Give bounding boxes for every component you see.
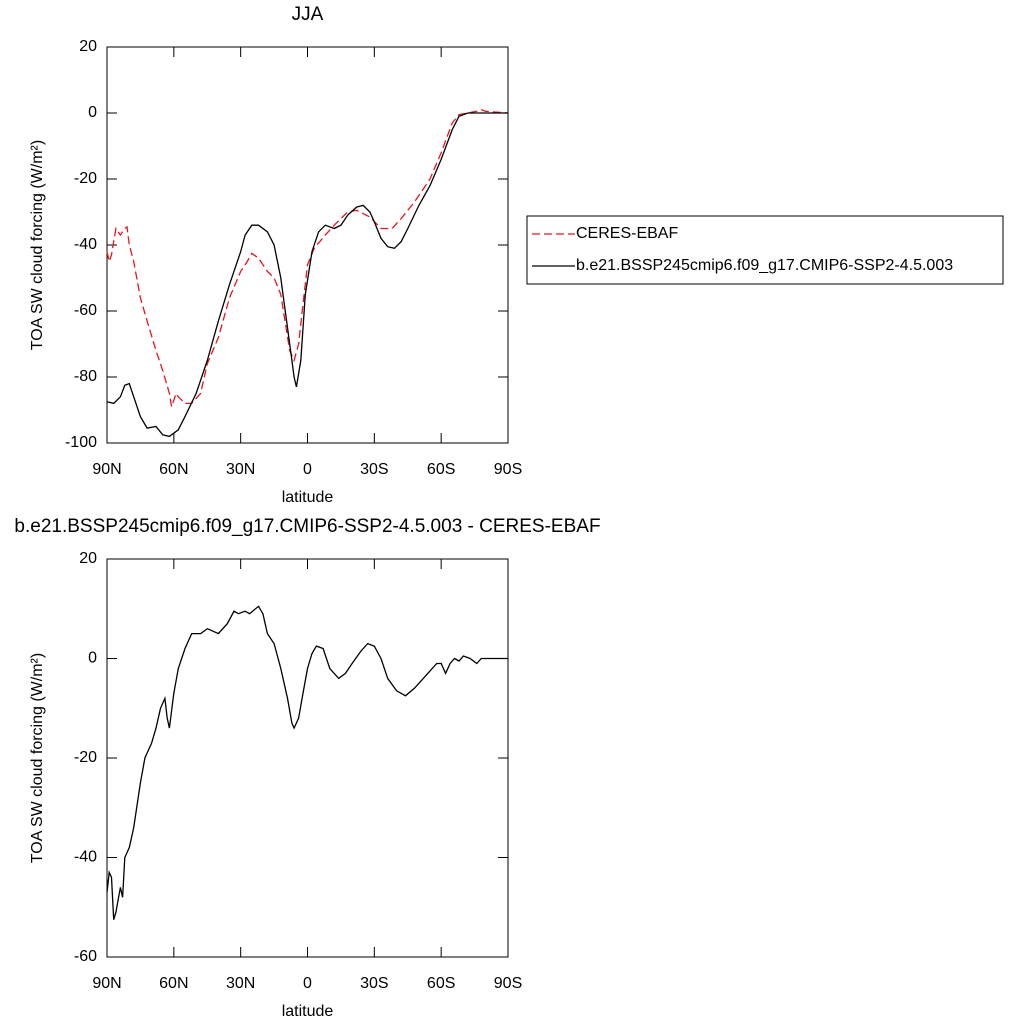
y-tick-label: 0	[88, 104, 97, 121]
x-tick-label: 90N	[92, 461, 121, 478]
x-tick-label: 90S	[494, 461, 522, 478]
x-tick-label: 60S	[427, 461, 455, 478]
x-tick-label: 90N	[92, 975, 121, 992]
y-tick-label: -40	[74, 849, 97, 866]
y-tick-label: -80	[74, 368, 97, 385]
x-axis-label: latitude	[282, 1003, 334, 1020]
legend-label: b.e21.BSSP245cmip6.f09_g17.CMIP6-SSP2-4.…	[576, 257, 953, 274]
x-tick-label: 60N	[159, 975, 188, 992]
y-axis-label: TOA SW cloud forcing (W/m²)	[29, 653, 46, 863]
y-tick-label: -20	[74, 170, 97, 187]
x-tick-label: 30N	[226, 461, 255, 478]
x-tick-label: 0	[303, 975, 312, 992]
chart-title: b.e21.BSSP245cmip6.f09_g17.CMIP6-SSP2-4.…	[14, 516, 600, 537]
y-axis-label: TOA SW cloud forcing (W/m²)	[29, 140, 46, 350]
x-tick-label: 60S	[427, 975, 455, 992]
legend-box	[526, 215, 1004, 285]
data-line	[106, 605, 508, 920]
y-tick-label: -100	[65, 434, 97, 451]
data-line	[106, 109, 509, 407]
y-tick-label: -60	[74, 302, 97, 319]
y-tick-label: -20	[74, 749, 97, 766]
legend-label: CERES-EBAF	[576, 225, 678, 242]
x-tick-label: 30S	[360, 975, 388, 992]
y-tick-label: 20	[79, 38, 97, 55]
y-tick-label: 20	[79, 550, 97, 567]
x-axis-label: latitude	[282, 489, 334, 506]
y-tick-label: 0	[88, 650, 97, 667]
plot-frame	[106, 46, 509, 444]
x-tick-label: 60N	[159, 461, 188, 478]
y-tick-label: -40	[74, 236, 97, 253]
x-tick-label: 90S	[494, 975, 522, 992]
x-tick-label: 30N	[226, 975, 255, 992]
chart-title: JJA	[292, 4, 324, 25]
data-line	[106, 112, 508, 438]
y-tick-label: -60	[74, 948, 97, 965]
x-tick-label: 0	[303, 461, 312, 478]
plot-frame	[106, 558, 509, 958]
x-tick-label: 30S	[360, 461, 388, 478]
